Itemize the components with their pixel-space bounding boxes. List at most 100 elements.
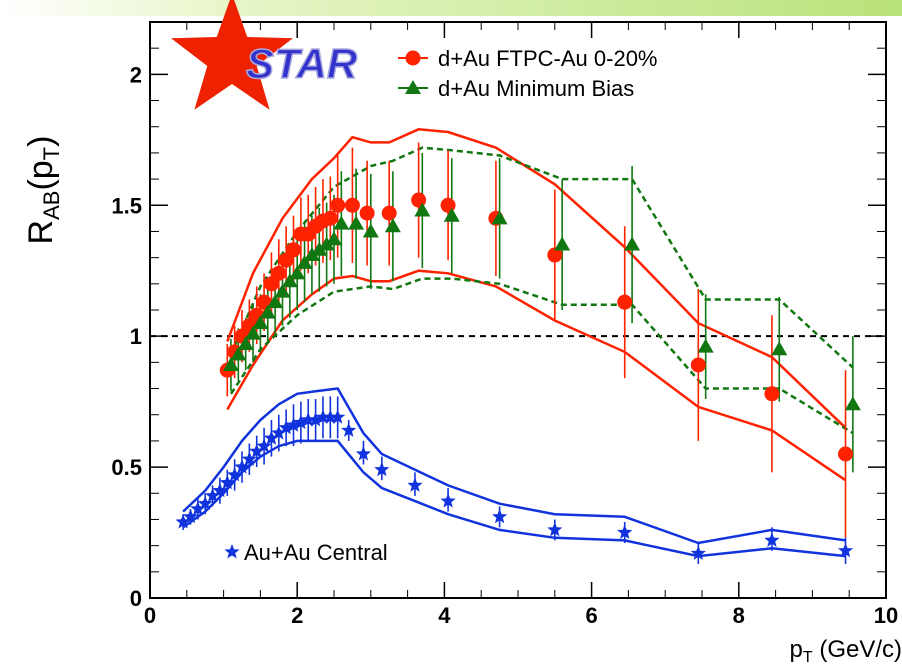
data-point [407, 477, 423, 492]
data-point [205, 487, 221, 503]
x-tick-label: 6 [585, 603, 597, 628]
data-point [330, 409, 346, 424]
y-tick-label: 0.5 [111, 455, 142, 480]
data-point [224, 544, 240, 559]
star-logo: STAR [171, 0, 359, 110]
legend-label: d+Au FTPC-Au 0-20% [438, 46, 657, 71]
data-point [263, 276, 279, 292]
data-markers [175, 192, 861, 560]
x-tick-label: 2 [291, 603, 303, 628]
data-point [259, 304, 276, 319]
data-point [281, 273, 298, 288]
data-point [175, 514, 191, 529]
y-tick-label: 1 [130, 324, 142, 349]
data-point [315, 409, 331, 424]
data-point [771, 341, 788, 356]
legend-label: Au+Au Central [244, 540, 388, 565]
data-point [252, 315, 269, 330]
data-point [617, 524, 633, 539]
data-point [348, 215, 365, 230]
data-point [237, 336, 254, 351]
data-point [764, 386, 780, 402]
y-axis-label: RAB(pT) [22, 136, 64, 245]
data-point [322, 210, 338, 226]
systematic-bands [182, 128, 854, 558]
data-point [308, 412, 324, 427]
data-point [344, 197, 360, 213]
data-point [374, 461, 390, 477]
data-point [355, 446, 371, 461]
data-point [300, 412, 316, 427]
data-point [212, 482, 228, 498]
data-point [764, 532, 780, 547]
data-point [227, 466, 243, 482]
error-bars [182, 142, 854, 564]
data-point [690, 357, 706, 373]
data-point [296, 254, 313, 269]
data-point [278, 252, 294, 268]
data-point [384, 218, 401, 233]
tick-labels: 0 2 4 6 8 10 0 0.5 1 1.5 2 [111, 62, 898, 628]
logo-text: STAR [246, 40, 358, 87]
data-point [318, 236, 335, 251]
band-upper [182, 387, 846, 545]
data-point [289, 265, 306, 280]
data-point [322, 409, 338, 424]
x-axis-label: pT (GeV/c) [790, 636, 902, 665]
y-tick-label: 1.5 [111, 193, 142, 218]
data-point [278, 419, 294, 435]
data-point [311, 241, 328, 256]
data-point [440, 493, 456, 508]
data-point [285, 417, 302, 432]
x-tick-label: 4 [438, 603, 451, 628]
data-point [222, 356, 239, 371]
x-tick-label: 8 [733, 603, 745, 628]
band-lower [229, 277, 854, 435]
data-point [624, 236, 641, 251]
data-point [274, 283, 291, 298]
data-point [245, 325, 262, 340]
data-point [492, 508, 508, 524]
data-point [263, 430, 279, 445]
legend: d+Au FTPC-Au 0-20% d+Au Minimum Bias Au+Au… [224, 46, 657, 565]
band-lower [226, 269, 847, 482]
data-point [182, 508, 199, 524]
data-point [491, 210, 508, 225]
data-point [838, 446, 854, 462]
data-point [249, 443, 265, 458]
data-point [844, 396, 861, 411]
data-point [362, 223, 379, 238]
y-tick-label: 0 [130, 586, 142, 611]
data-point [271, 425, 287, 440]
data-point [547, 521, 563, 537]
data-point [326, 231, 342, 246]
data-point [190, 501, 206, 516]
data-point [617, 294, 633, 310]
data-point [381, 205, 397, 221]
data-point [330, 197, 346, 213]
data-point [405, 80, 421, 94]
data-point [303, 247, 320, 262]
logo-star-icon [171, 0, 293, 110]
x-tick-label: 0 [144, 603, 156, 628]
data-point [219, 474, 235, 490]
data-point [333, 215, 350, 230]
data-point [234, 459, 250, 474]
data-point [359, 205, 375, 221]
data-point [837, 542, 854, 558]
band-upper [226, 128, 847, 429]
data-point [241, 451, 257, 466]
title-bar-gradient [0, 0, 902, 16]
y-tick-label: 2 [130, 62, 142, 87]
data-point [286, 242, 302, 258]
data-point [554, 236, 571, 251]
data-point [271, 265, 287, 281]
data-point [293, 414, 309, 430]
legend-label: d+Au Minimum Bias [438, 76, 634, 101]
data-point [197, 495, 213, 511]
data-point [443, 207, 460, 222]
axis-ticks [149, 21, 887, 599]
data-point [697, 338, 714, 353]
data-point [341, 422, 357, 437]
